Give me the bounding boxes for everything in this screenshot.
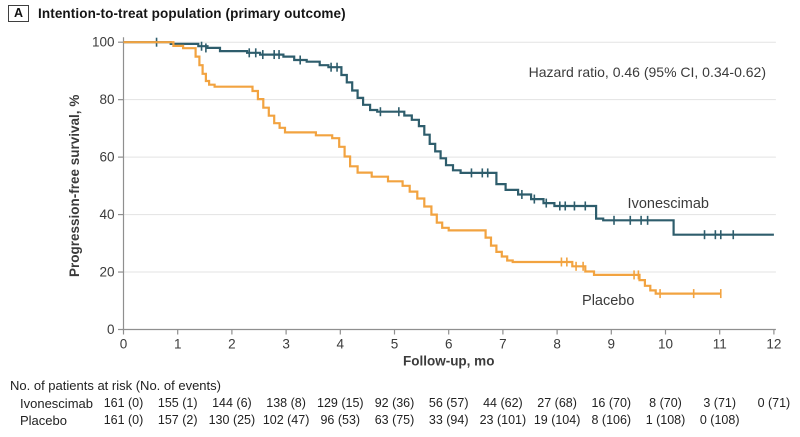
risk-cell: 144 (6) (212, 395, 252, 410)
risk-cell: 0 (71) (757, 395, 791, 410)
x-tick-label: 9 (608, 337, 616, 352)
x-tick-label: 5 (391, 337, 399, 352)
y-tick-label: 40 (99, 207, 114, 222)
yaxis-title: Progression-free survival, % (67, 95, 82, 277)
y-tick-label: 60 (99, 150, 114, 165)
risk-cell: 157 (2) (157, 413, 198, 427)
x-tick-label: 7 (499, 337, 507, 352)
y-tick-label: 0 (107, 322, 115, 337)
ivonescimab-curve (123, 41, 774, 236)
x-tick-label: 2 (228, 337, 236, 352)
risk-row-label-ivonescimab: Ivonescimab (20, 395, 93, 411)
risk-cell: 56 (57) (428, 395, 469, 410)
risk-table-header: No. of patients at risk (No. of events) (10, 378, 221, 393)
risk-cell: 130 (25) (208, 413, 256, 427)
risk-cell: 92 (36) (374, 395, 415, 410)
curve-label-placebo: Placebo (582, 293, 634, 309)
risk-cell: 161 (0) (103, 395, 144, 410)
placebo-curve (123, 41, 721, 295)
risk-cell: 102 (47) (262, 413, 310, 427)
figure-titlebar: A Intention-to-treat population (primary… (8, 5, 346, 22)
risk-cell: 129 (15) (317, 395, 364, 410)
panel-title: Intention-to-treat population (primary o… (38, 6, 346, 21)
risk-cell: 8 (106) (591, 413, 632, 427)
x-tick-label: 3 (282, 337, 290, 352)
risk-cell: 19 (104) (533, 413, 581, 427)
risk-row-label-placebo: Placebo (20, 413, 67, 428)
y-tick-label: 20 (99, 265, 114, 280)
y-tick-label: 80 (99, 92, 114, 107)
risk-cell: 96 (53) (320, 413, 361, 427)
risk-cell: 0 (108) (699, 413, 740, 427)
curve-label-ivonescimab: Ivonescimab (628, 196, 709, 212)
risk-cell: 63 (75) (374, 413, 415, 427)
x-tick-label: 0 (120, 337, 128, 352)
risk-cell: 155 (1) (157, 395, 198, 410)
risk-cell: 138 (8) (266, 395, 306, 410)
y-tick-label: 100 (92, 35, 115, 50)
risk-cell: 23 (101) (479, 413, 527, 427)
risk-cell: 44 (62) (483, 395, 523, 410)
x-tick-label: 1 (174, 337, 182, 352)
risk-cell: 8 (70) (649, 395, 682, 410)
risk-cell: 3 (71) (703, 395, 737, 410)
risk-cell: 16 (70) (591, 395, 632, 410)
x-tick-label: 12 (766, 337, 781, 352)
hazard-ratio-annotation: Hazard ratio, 0.46 (95% CI, 0.34-0.62) (529, 64, 766, 80)
risk-cell: 161 (0) (103, 413, 144, 427)
x-tick-label: 6 (445, 337, 453, 352)
risk-cell: 27 (68) (537, 395, 577, 410)
panel-letter-badge: A (8, 5, 30, 22)
x-tick-label: 8 (553, 337, 561, 352)
risk-cell: 1 (108) (645, 413, 686, 427)
x-tick-label: 4 (337, 337, 345, 352)
x-tick-label: 10 (658, 337, 673, 352)
risk-cell: 33 (94) (428, 413, 469, 427)
xaxis-title: Follow-up, mo (403, 354, 494, 369)
x-tick-label: 11 (713, 337, 727, 352)
